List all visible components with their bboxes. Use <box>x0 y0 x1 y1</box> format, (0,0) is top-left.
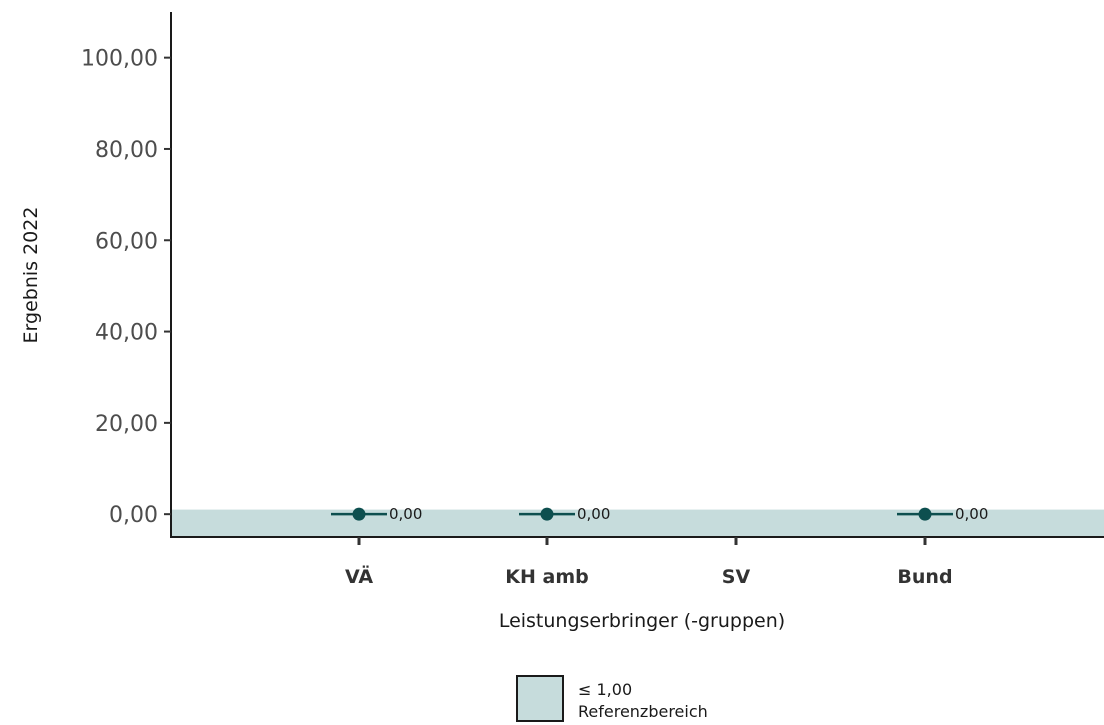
x-tick-label: Bund <box>897 566 952 588</box>
y-tick-label: 80,00 <box>95 138 158 163</box>
data-label: 0,00 <box>955 505 988 523</box>
legend-range-label: ≤ 1,00 <box>578 680 632 699</box>
y-axis-title: Ergebnis 2022 <box>20 207 42 344</box>
legend-reference-label: Referenzbereich <box>578 702 708 721</box>
x-axis-title: Leistungserbringer (-gruppen) <box>499 610 785 632</box>
x-tick-label: VÄ <box>345 564 373 588</box>
data-point <box>540 507 554 521</box>
y-tick-label: 20,00 <box>95 412 158 437</box>
y-tick-label: 100,00 <box>81 47 158 72</box>
y-tick-label: 0,00 <box>109 503 158 528</box>
data-point <box>352 507 366 521</box>
x-tick-label: KH amb <box>505 566 588 588</box>
data-point <box>918 507 932 521</box>
data-label: 0,00 <box>389 505 422 523</box>
legend-swatch-reference-range <box>516 675 564 722</box>
y-tick-label: 40,00 <box>95 321 158 346</box>
y-tick-label: 60,00 <box>95 229 158 254</box>
data-label: 0,00 <box>577 505 610 523</box>
legend: ≤ 1,00 Referenzbereich <box>516 675 708 722</box>
x-tick-label: SV <box>722 566 751 588</box>
